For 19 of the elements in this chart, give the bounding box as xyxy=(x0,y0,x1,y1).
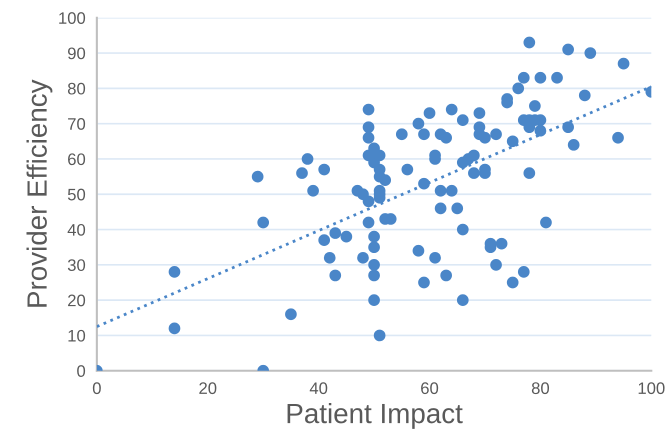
x-tick-label: 0 xyxy=(92,382,101,394)
y-tick-label: 40 xyxy=(68,224,86,236)
x-axis-title: Patient Impact xyxy=(288,402,463,429)
y-tick-label: 0 xyxy=(77,365,86,377)
y-tick-label: 20 xyxy=(68,294,86,306)
x-tick-label: 20 xyxy=(199,382,216,394)
y-tick-label: 100 xyxy=(59,12,86,24)
y-tick-label: 90 xyxy=(68,47,86,60)
y-tick-label: 70 xyxy=(68,118,86,130)
y-tick-label: 30 xyxy=(68,259,86,272)
x-tick-label: 80 xyxy=(532,382,550,394)
y-tick-label: 10 xyxy=(68,330,86,342)
x-tick-label: 60 xyxy=(421,382,438,394)
y-axis-title: Provider Efficiency xyxy=(26,80,52,307)
x-tick-label: 40 xyxy=(310,382,328,394)
y-tick-label: 80 xyxy=(68,82,86,95)
x-tick-label: 100 xyxy=(638,382,665,394)
y-tick-label: 60 xyxy=(68,153,86,166)
y-tick-label: 50 xyxy=(68,188,86,200)
